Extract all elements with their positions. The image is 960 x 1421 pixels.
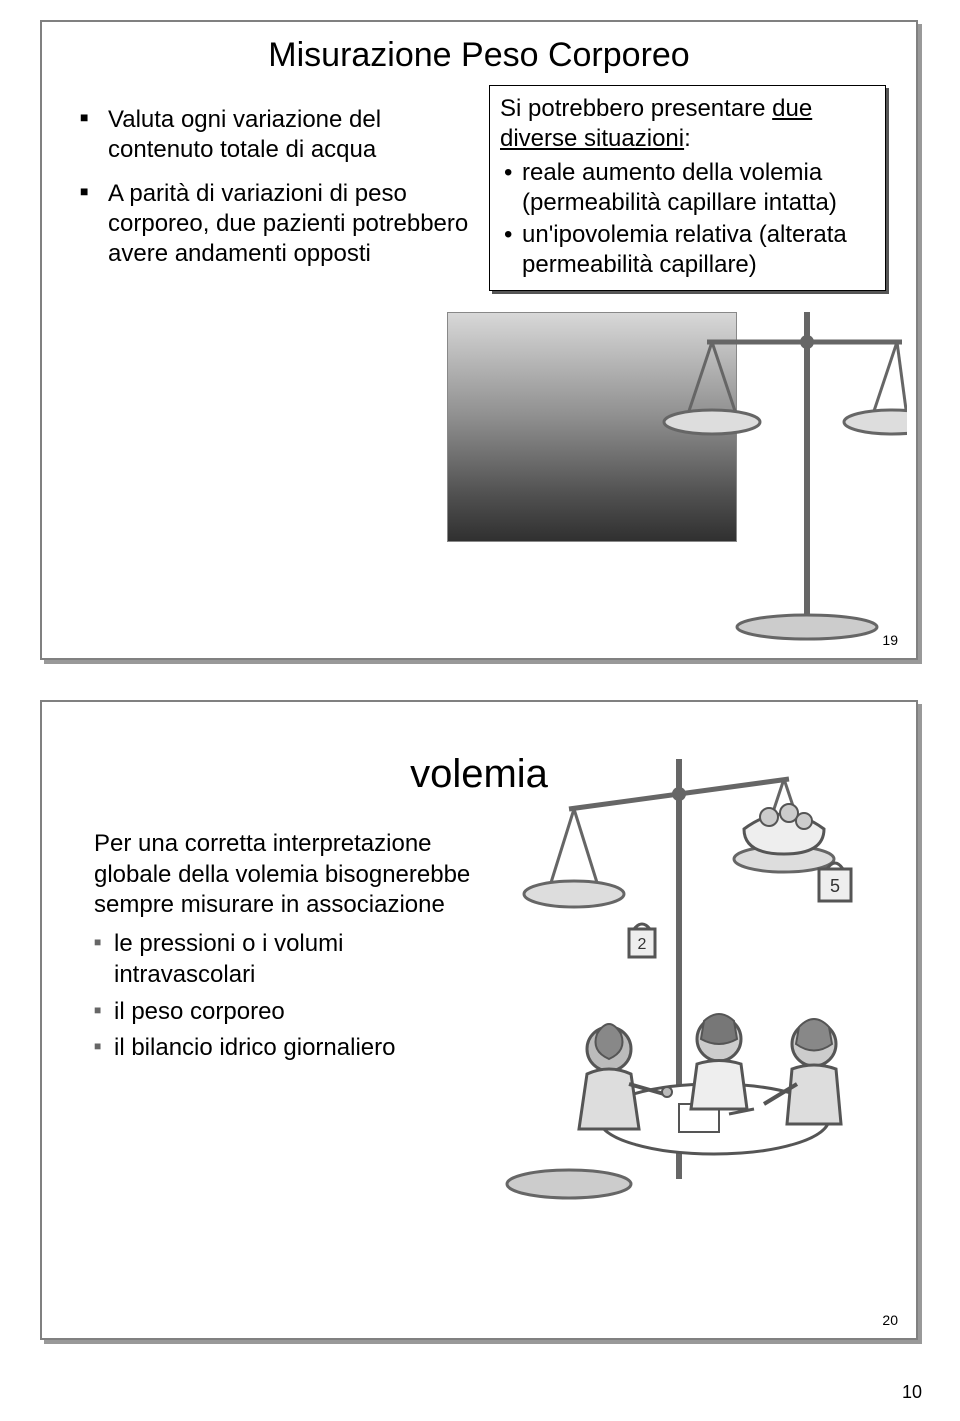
slide-1: Misurazione Peso Corporeo Valuta ogni va… — [40, 20, 918, 660]
footer-page-number: 10 — [902, 1382, 922, 1403]
svg-text:2: 2 — [638, 936, 647, 953]
note-intro: Si potrebbero presentare due diverse sit… — [500, 94, 875, 154]
slide2-items: le pressioni o i volumi intravascolari i… — [78, 929, 479, 1064]
slide1-page-number: 19 — [882, 632, 898, 648]
svg-text:5: 5 — [830, 876, 840, 896]
slide1-right-column: Si potrebbero presentare due diverse sit… — [489, 85, 886, 291]
slide2-body: Per una corretta interpretazione globale… — [42, 809, 916, 1070]
meeting-scale-illustration: 5 2 — [479, 739, 899, 1219]
slide2-right-graphics: 5 2 — [479, 809, 880, 1070]
slide2-left-column: Per una corretta interpretazione globale… — [78, 809, 479, 1070]
note-item-1: reale aumento della volemia (permeabilit… — [504, 158, 875, 218]
note-box: Si potrebbero presentare due diverse sit… — [489, 85, 886, 291]
slide2-item-1: le pressioni o i volumi intravascolari — [94, 929, 479, 990]
note-items: reale aumento della volemia (permeabilit… — [500, 158, 875, 280]
balance-scale-icon — [447, 282, 907, 642]
note-intro-text: Si potrebbero presentare — [500, 95, 772, 122]
slide2-page-number: 20 — [882, 1312, 898, 1328]
slide1-bullet-2: A parità di variazioni di peso corporeo,… — [90, 179, 469, 269]
slide-2: volemia Per una corretta interpretazione… — [40, 700, 918, 1340]
slide1-bullets: Valuta ogni variazione del contenuto tot… — [72, 105, 469, 269]
note-item-2: un'ipovolemia relativa (alterata permeab… — [504, 220, 875, 280]
slide1-left-column: Valuta ogni variazione del contenuto tot… — [72, 85, 469, 291]
slide1-columns: Valuta ogni variazione del contenuto tot… — [42, 85, 916, 291]
slide2-intro: Per una corretta interpretazione globale… — [78, 829, 479, 921]
slide1-title: Misurazione Peso Corporeo — [42, 22, 916, 85]
slide2-item-3: il bilancio idrico giornaliero — [94, 1033, 479, 1064]
slide1-bullet-1: Valuta ogni variazione del contenuto tot… — [90, 105, 469, 165]
slide2-item-2: il peso corporeo — [94, 997, 479, 1028]
slide1-graphics — [447, 282, 907, 642]
